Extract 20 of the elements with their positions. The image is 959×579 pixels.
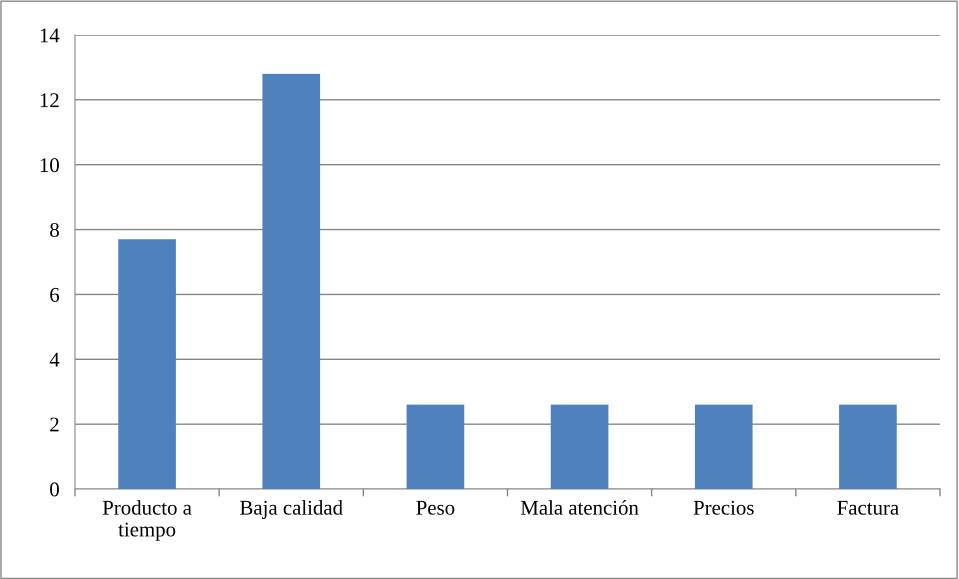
y-tick-label: 12 [40,93,59,108]
y-tick-label: 14 [40,28,60,42]
x-tick-label: Baja calidad [240,500,343,520]
x-tick-label: Precios [694,500,754,515]
y-tick-label: 6 [50,288,60,302]
x-tick-label: Factura [837,500,899,515]
x-tick-label: Producto a tiempo [102,500,192,541]
y-tick-label: 0 [50,482,59,496]
bar [550,404,608,489]
y-tick-label: 8 [50,222,59,238]
x-tick-label: Peso [416,500,454,515]
bar [694,404,753,489]
bar [406,404,464,489]
bar [839,404,897,489]
bar [262,74,320,489]
x-tick-label: Mala atención [520,500,639,515]
y-tick-label: 4 [50,352,60,367]
y-tick-label: 2 [50,418,59,432]
y-tick-label: 10 [40,158,59,172]
bar [118,239,176,489]
